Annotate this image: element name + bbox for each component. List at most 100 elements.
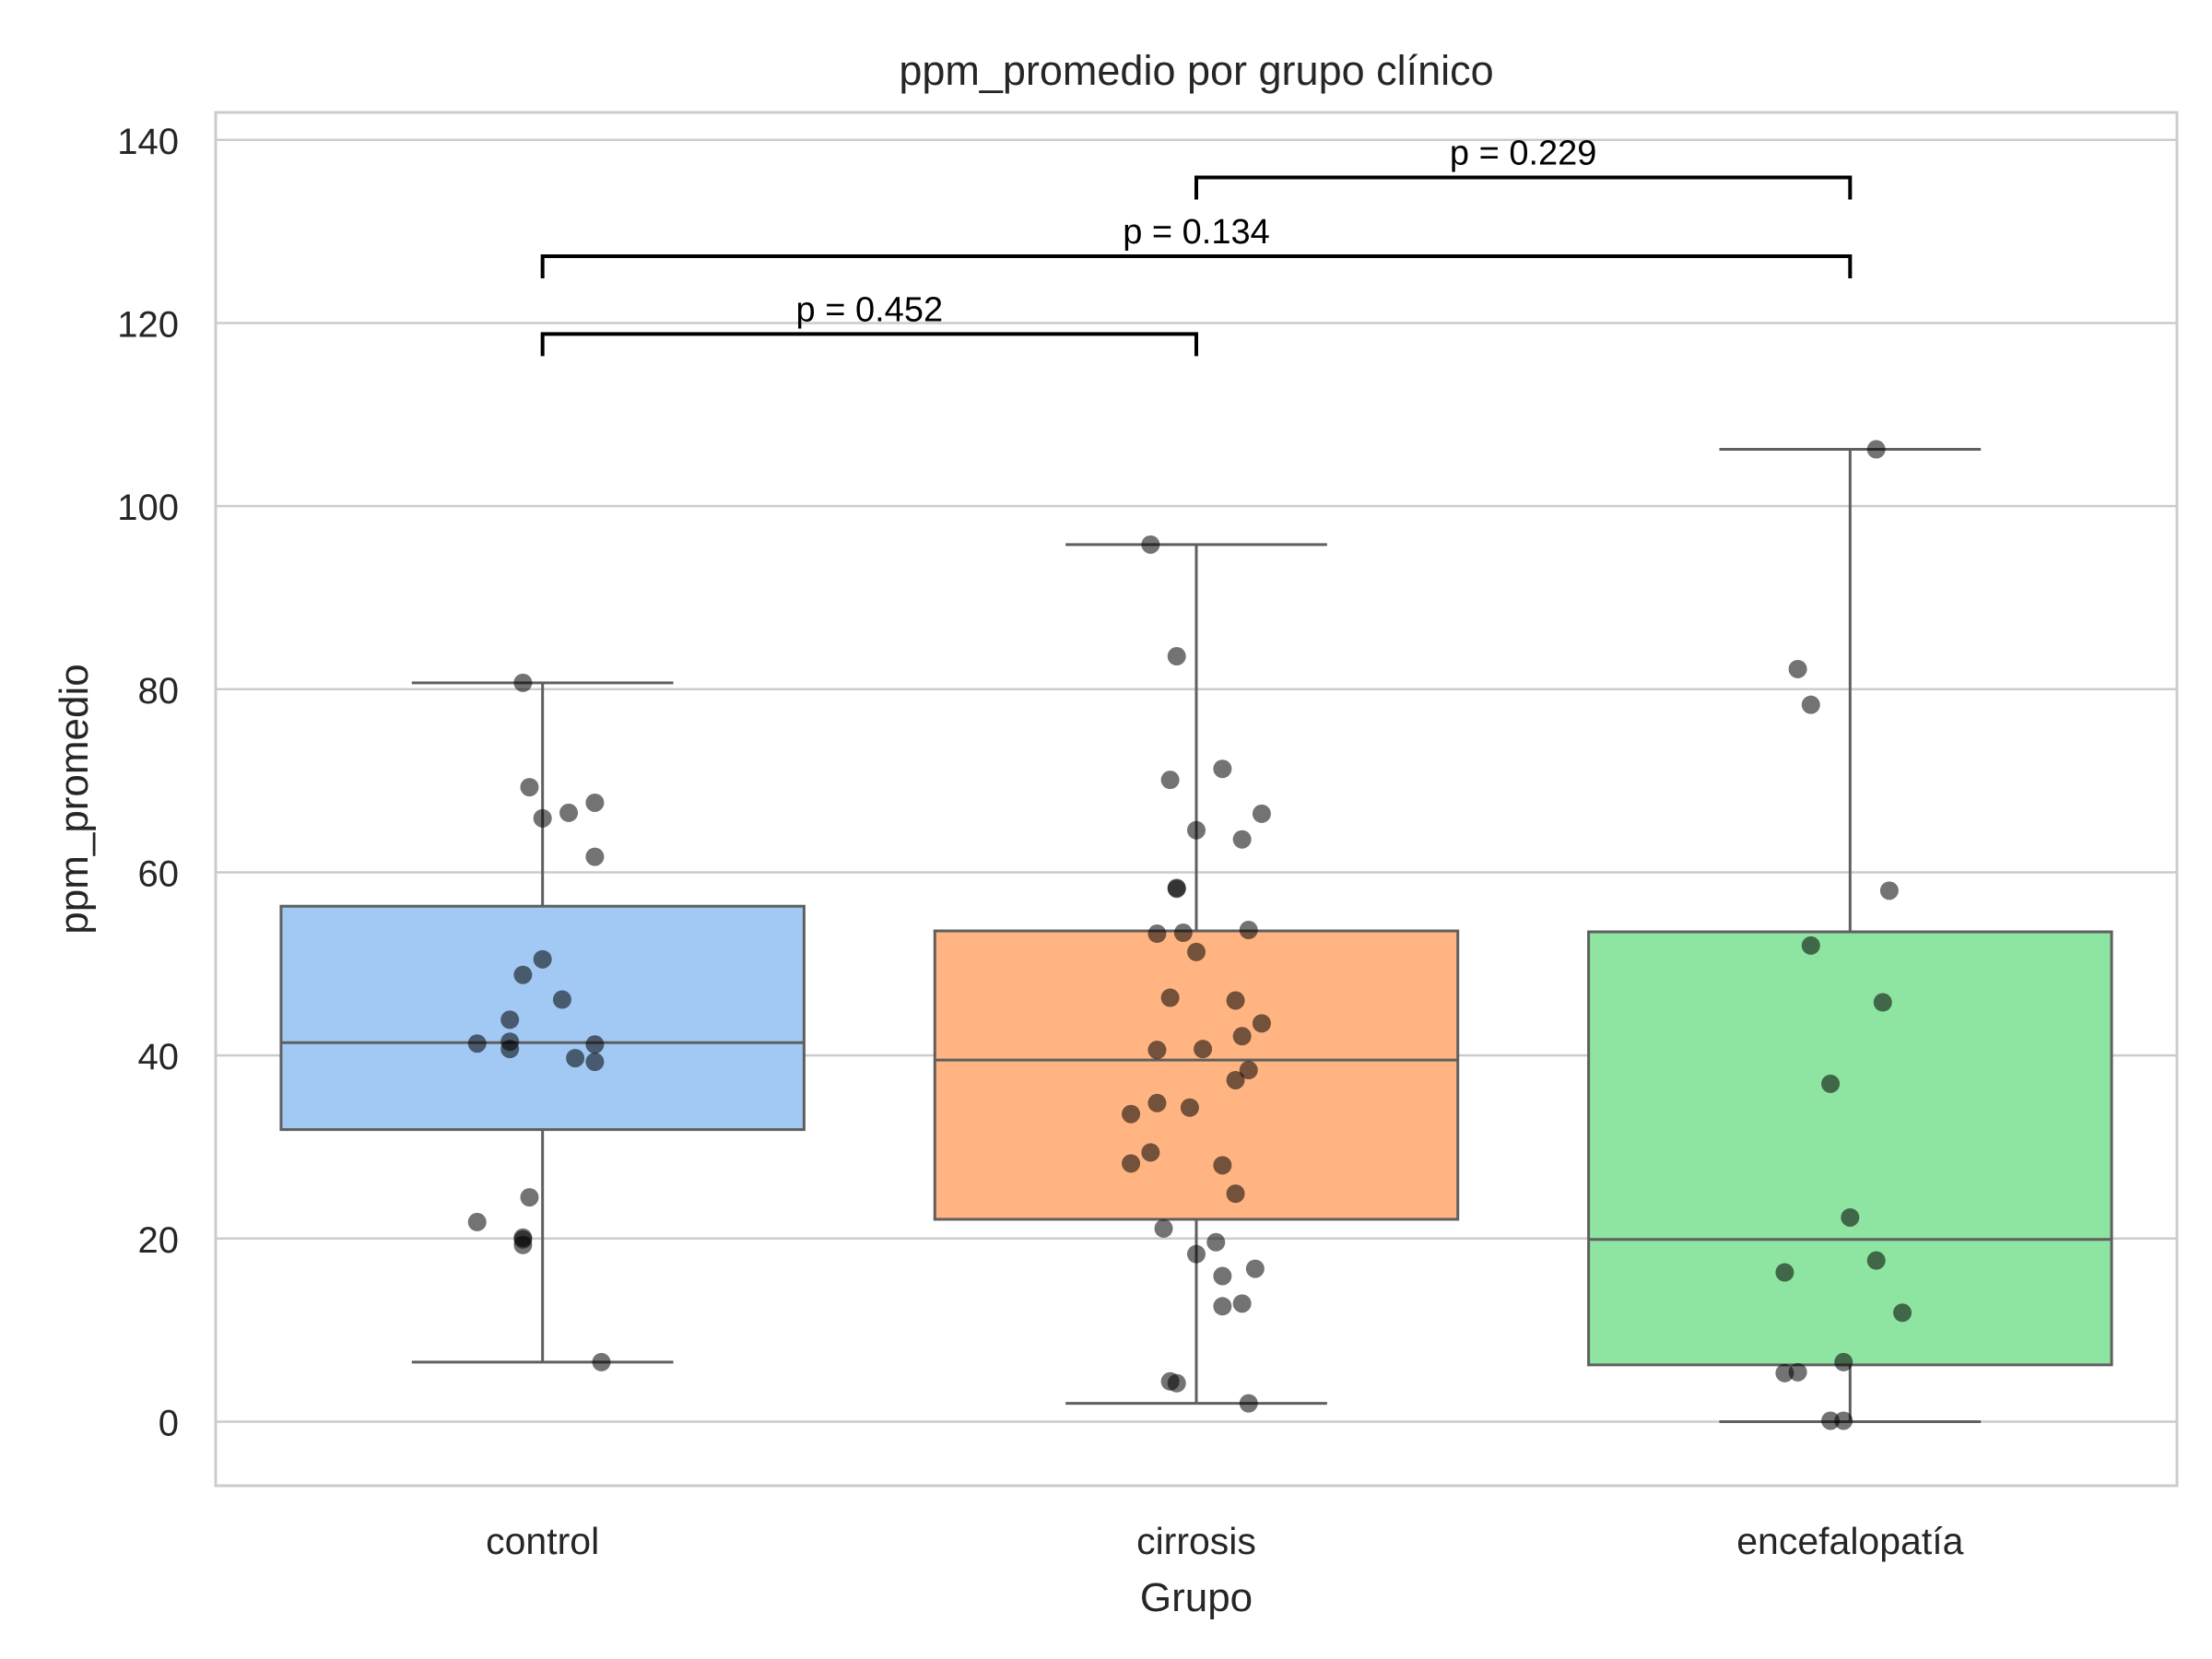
- data-point: [552, 990, 571, 1009]
- data-point: [513, 965, 533, 984]
- plot-frame: [214, 111, 2179, 1488]
- data-point: [1775, 1363, 1794, 1382]
- data-point: [1239, 1061, 1258, 1080]
- data-point: [1252, 1014, 1271, 1033]
- y-tick-label: 0: [159, 1403, 179, 1443]
- data-point: [585, 1035, 605, 1054]
- y-tick-label: 80: [138, 671, 180, 712]
- data-point: [1866, 440, 1886, 459]
- data-point: [1141, 1143, 1160, 1162]
- data-point: [1239, 921, 1258, 940]
- data-point: [1788, 1362, 1807, 1382]
- data-point: [467, 1034, 487, 1053]
- box-cirrosis: [933, 929, 1460, 1221]
- chart-title: ppm_promedio por grupo clínico: [899, 47, 1493, 94]
- data-point: [1841, 1207, 1860, 1227]
- data-point: [1154, 1218, 1173, 1238]
- data-point: [1141, 535, 1160, 554]
- data-point: [1160, 988, 1180, 1007]
- data-point: [1834, 1411, 1853, 1430]
- data-point: [1180, 1098, 1199, 1117]
- data-point: [585, 793, 605, 812]
- data-point: [1226, 1184, 1245, 1204]
- p-value-label: p = 0.134: [1123, 213, 1270, 252]
- data-point: [1226, 991, 1245, 1010]
- data-point: [1232, 830, 1252, 849]
- data-point: [1834, 1352, 1853, 1371]
- y-tick-label: 40: [138, 1037, 180, 1077]
- data-point: [533, 949, 552, 969]
- data-point: [1801, 935, 1820, 955]
- data-point: [500, 1040, 520, 1059]
- data-point: [585, 1053, 605, 1072]
- data-point: [1173, 924, 1193, 943]
- data-point: [1213, 1297, 1232, 1316]
- data-point: [1866, 1251, 1886, 1270]
- comparison-bracket: [1194, 175, 1853, 200]
- data-point: [1167, 1373, 1186, 1393]
- data-point: [520, 1188, 539, 1207]
- comparison-bracket: [540, 332, 1198, 357]
- data-point: [520, 778, 539, 797]
- data-point: [1187, 942, 1206, 961]
- x-axis-ticks: control cirrosis encefalopatía: [486, 1520, 1963, 1562]
- data-point: [1213, 759, 1232, 779]
- data-point: [1821, 1411, 1841, 1430]
- data-point: [1873, 993, 1892, 1012]
- data-point: [1206, 1232, 1226, 1252]
- y-axis-label: ppm_promedio: [52, 664, 97, 935]
- data-point: [513, 673, 533, 692]
- data-point: [1893, 1303, 1912, 1323]
- strip-points: [467, 440, 1912, 1430]
- data-point: [1194, 1040, 1213, 1059]
- data-point: [566, 1049, 585, 1068]
- significance-brackets: p = 0.452 p = 0.134 p = 0.229: [540, 135, 1853, 357]
- box-encefalopatía: [1587, 930, 2113, 1367]
- data-point: [1122, 1104, 1141, 1124]
- x-tick-label: encefalopatía: [1736, 1520, 1963, 1562]
- data-point: [1821, 1074, 1841, 1093]
- data-point: [1788, 659, 1807, 678]
- data-point: [513, 1230, 533, 1249]
- data-point: [1187, 820, 1206, 840]
- data-point: [1160, 771, 1180, 790]
- data-point: [1122, 1154, 1141, 1173]
- data-point: [533, 808, 552, 828]
- data-point: [1226, 1070, 1245, 1089]
- box-plots: [279, 448, 2113, 1423]
- data-point: [1245, 1259, 1265, 1278]
- data-point: [592, 1352, 611, 1371]
- data-point: [559, 803, 579, 822]
- data-point: [1801, 695, 1820, 714]
- data-point: [1213, 1156, 1232, 1175]
- data-point: [1252, 804, 1271, 823]
- data-point: [1147, 924, 1167, 944]
- data-point: [1239, 1394, 1258, 1413]
- data-point: [500, 1010, 520, 1030]
- data-point: [1232, 1027, 1252, 1046]
- data-point: [1147, 1093, 1167, 1112]
- y-tick-label: 140: [117, 122, 179, 162]
- box-control: [279, 904, 806, 1132]
- data-point: [1147, 1041, 1167, 1060]
- data-point: [467, 1212, 487, 1231]
- y-tick-label: 20: [138, 1220, 180, 1261]
- comparison-bracket: [540, 253, 1853, 278]
- data-point: [1879, 881, 1899, 900]
- x-tick-label: cirrosis: [1136, 1520, 1256, 1562]
- x-tick-label: control: [486, 1520, 599, 1562]
- data-point: [1187, 1244, 1206, 1264]
- data-point: [1167, 878, 1186, 898]
- y-axis-ticks: 0 20 40 60 80 100 120 140: [117, 122, 179, 1444]
- data-point: [585, 847, 605, 866]
- p-value-label: p = 0.229: [1450, 135, 1597, 173]
- y-tick-label: 60: [138, 853, 180, 894]
- data-point: [1232, 1294, 1252, 1313]
- y-tick-label: 120: [117, 304, 179, 345]
- data-point: [1775, 1263, 1794, 1282]
- y-tick-label: 100: [117, 488, 179, 528]
- x-axis-label: Grupo: [1140, 1575, 1253, 1620]
- data-point: [1213, 1266, 1232, 1286]
- data-point: [1167, 647, 1186, 666]
